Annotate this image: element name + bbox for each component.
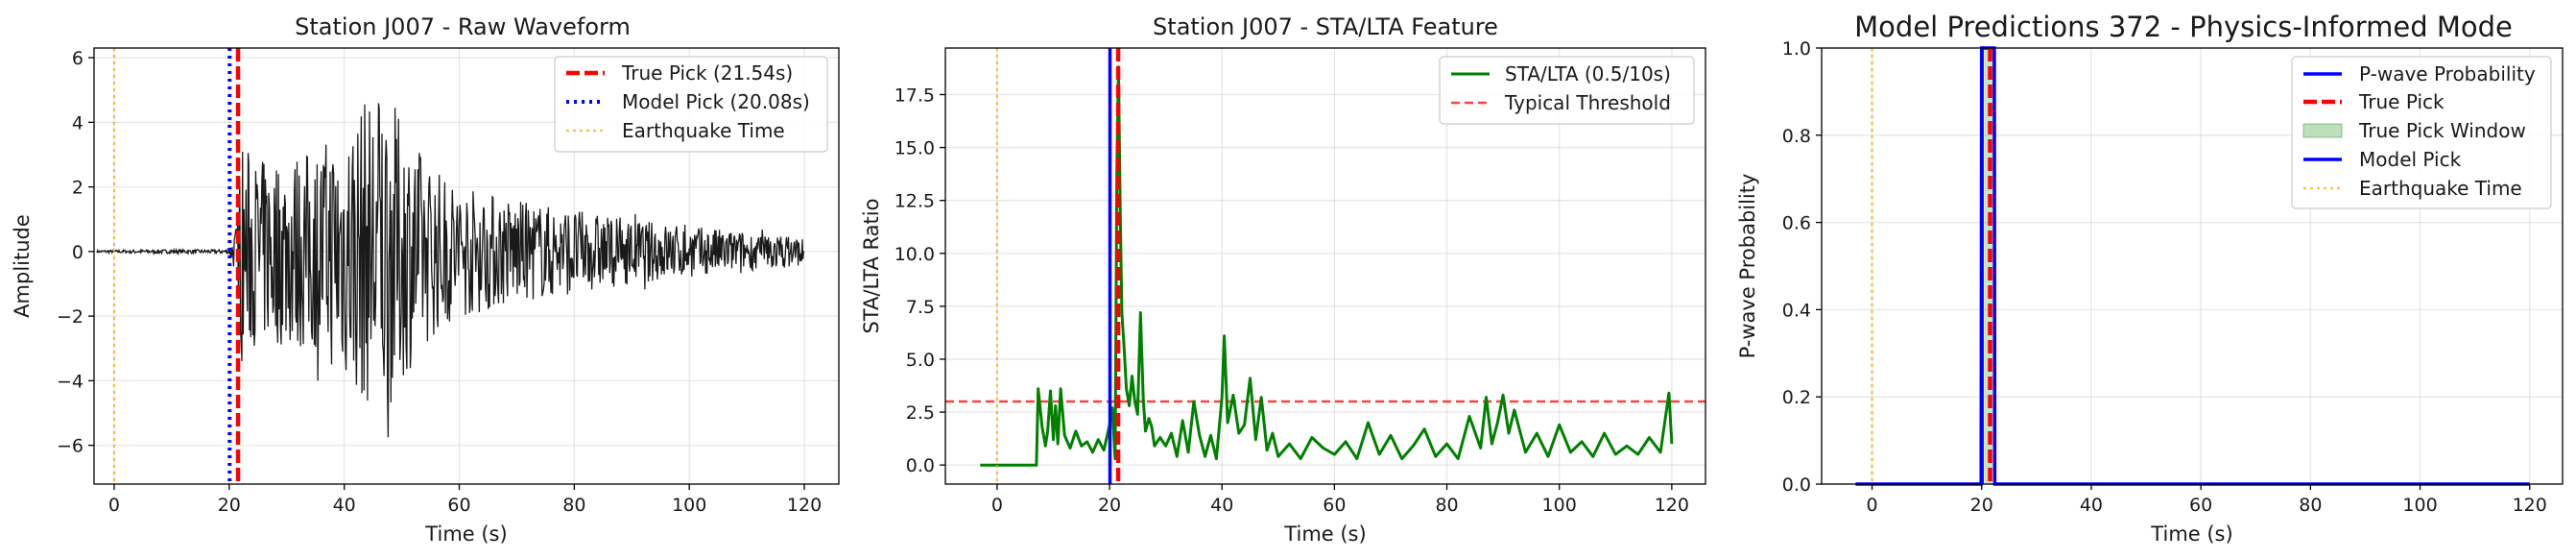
p3-axes-frame	[1821, 47, 2564, 485]
p2-xlabel: Time (s)	[1283, 523, 1366, 546]
p2-xtick-label: 100	[1542, 495, 1577, 516]
p1-xlabel: Time (s)	[424, 523, 507, 546]
p3-ytick-label: 0.4	[1782, 300, 1811, 321]
p3-xtick-label: 20	[1970, 495, 1993, 516]
p1-xtick-label: 100	[672, 495, 706, 516]
p3-legend-true-pick-window: True Pick Window	[2358, 119, 2526, 142]
p3-legend: P-wave Probability True Pick True Pick W…	[2291, 56, 2552, 209]
p2-legend-sta-lta: STA/LTA (0.5/10s)	[1505, 62, 1671, 85]
p1-ytick-label: 2	[72, 178, 83, 199]
p3-ylabel: P-wave Probability	[1736, 174, 1759, 359]
p2-ytick-label: 12.5	[894, 191, 935, 212]
p2-ytick-label: 7.5	[906, 297, 935, 318]
p3-pick-lines	[1871, 48, 1992, 484]
p3-xtick-label: 120	[2513, 495, 2547, 516]
p2-xtick-label: 60	[1323, 495, 1346, 516]
p1-ytick-label: 4	[72, 112, 83, 134]
p2-title: Station J007 - STA/LTA Feature	[1153, 13, 1498, 40]
p1-ytick-label: 0	[72, 242, 83, 263]
p2-xtick-label: 0	[991, 495, 1003, 516]
p3-title: Model Predictions 372 - Physics-Informed…	[1854, 11, 2513, 43]
p1-pick-lines	[112, 48, 241, 484]
p1-xtick-label: 20	[218, 495, 241, 516]
p3-xtick-label: 60	[2189, 495, 2212, 516]
p2-xtick-label: 40	[1210, 495, 1233, 516]
p2-xtick-label: 120	[1655, 495, 1689, 516]
p1-legend-earthquake-time: Earthquake Time	[622, 119, 785, 142]
p1-ytick-label: −4	[57, 371, 83, 392]
p1-title: Station J007 - Raw Waveform	[295, 13, 631, 40]
p2-xtick-label: 20	[1098, 495, 1121, 516]
p3-legend-true-pick: True Pick	[2358, 90, 2445, 113]
p1-waveform-series	[96, 103, 804, 438]
p3-legend-earthquake-time: Earthquake Time	[2359, 177, 2522, 200]
p3-xtick-label: 80	[2299, 495, 2322, 516]
p2-legend-threshold: Typical Threshold	[1504, 91, 1671, 114]
p3-ytick-label: 0.8	[1782, 126, 1811, 147]
p2-xtick-label: 80	[1435, 495, 1458, 516]
p2-pick-lines	[995, 48, 1121, 484]
p2-axes-frame	[944, 47, 1706, 485]
p1-xticks: 0 20 40 60 80 100 120	[108, 484, 822, 516]
p1-xtick-label: 120	[787, 495, 822, 516]
p3-ytick-label: 0.0	[1782, 474, 1811, 496]
panel-sta-lta: Station J007 - STA/LTA Feature 0 20 40 60 80…	[860, 13, 1706, 546]
p2-sta-lta-series	[980, 65, 1674, 467]
p3-xtick-label: 40	[2080, 495, 2103, 516]
p3-shaded-region	[1984, 48, 1996, 484]
p3-xtick-label: 100	[2402, 495, 2437, 516]
p3-yticks: 0.0 0.2 0.4 0.6 0.8 1.0	[1782, 38, 1822, 496]
p1-axes-frame	[93, 47, 840, 485]
p2-yticks: 0.0 2.5 5.0 7.5 10.0 12.5 15.0 17.5	[894, 85, 945, 476]
p2-legend: STA/LTA (0.5/10s) Typical Threshold	[1439, 56, 1695, 125]
p2-xticks: 0 20 40 60 80 100 120	[991, 484, 1689, 516]
p2-ytick-label: 2.5	[906, 402, 935, 424]
p1-xtick-label: 40	[333, 495, 356, 516]
p3-ytick-label: 0.6	[1782, 213, 1811, 234]
p2-ytick-label: 10.0	[894, 244, 935, 265]
p3-ytick-label: 1.0	[1782, 38, 1811, 60]
p1-legend-model-pick: Model Pick (20.08s)	[622, 90, 810, 113]
p2-ytick-label: 17.5	[894, 85, 935, 106]
p2-ytick-label: 5.0	[906, 350, 935, 371]
panel-raw-waveform: Station J007 - Raw Waveform 0 20 40 60 80 100…	[11, 13, 840, 546]
p3-true-pick-window	[1984, 48, 1996, 484]
p1-xtick-label: 80	[562, 495, 585, 516]
p2-ytick-label: 15.0	[894, 138, 935, 159]
p1-xtick-label: 0	[108, 495, 120, 516]
p1-xtick-label: 60	[447, 495, 470, 516]
p2-ylabel: STA/LTA Ratio	[860, 199, 883, 334]
p3-legend-model-pick: Model Pick	[2359, 148, 2462, 171]
p3-xlabel: Time (s)	[2150, 523, 2232, 546]
p1-ylabel: Amplitude	[11, 214, 34, 318]
p3-legend-probability: P-wave Probability	[2359, 62, 2536, 85]
p3-ytick-label: 0.2	[1782, 387, 1811, 408]
p1-legend: True Pick (21.54s) Model Pick (20.08s) E…	[554, 56, 828, 153]
p1-legend-true-pick: True Pick (21.54s)	[621, 61, 793, 85]
p1-ytick-label: −2	[57, 306, 83, 328]
p3-xtick-label: 0	[1866, 495, 1877, 516]
p2-ytick-label: 0.0	[906, 455, 935, 476]
p1-ytick-label: −6	[57, 436, 83, 457]
p3-legend-window-swatch	[2302, 123, 2343, 138]
panel-model-predictions: Model Predictions 372 - Physics-Informed…	[1736, 11, 2564, 546]
p1-ytick-label: 6	[72, 48, 83, 69]
p3-xticks: 0 20 40 60 80 100 120	[1866, 484, 2547, 516]
p1-yticks: −6 −4 −2 0 2 4 6	[57, 48, 94, 457]
